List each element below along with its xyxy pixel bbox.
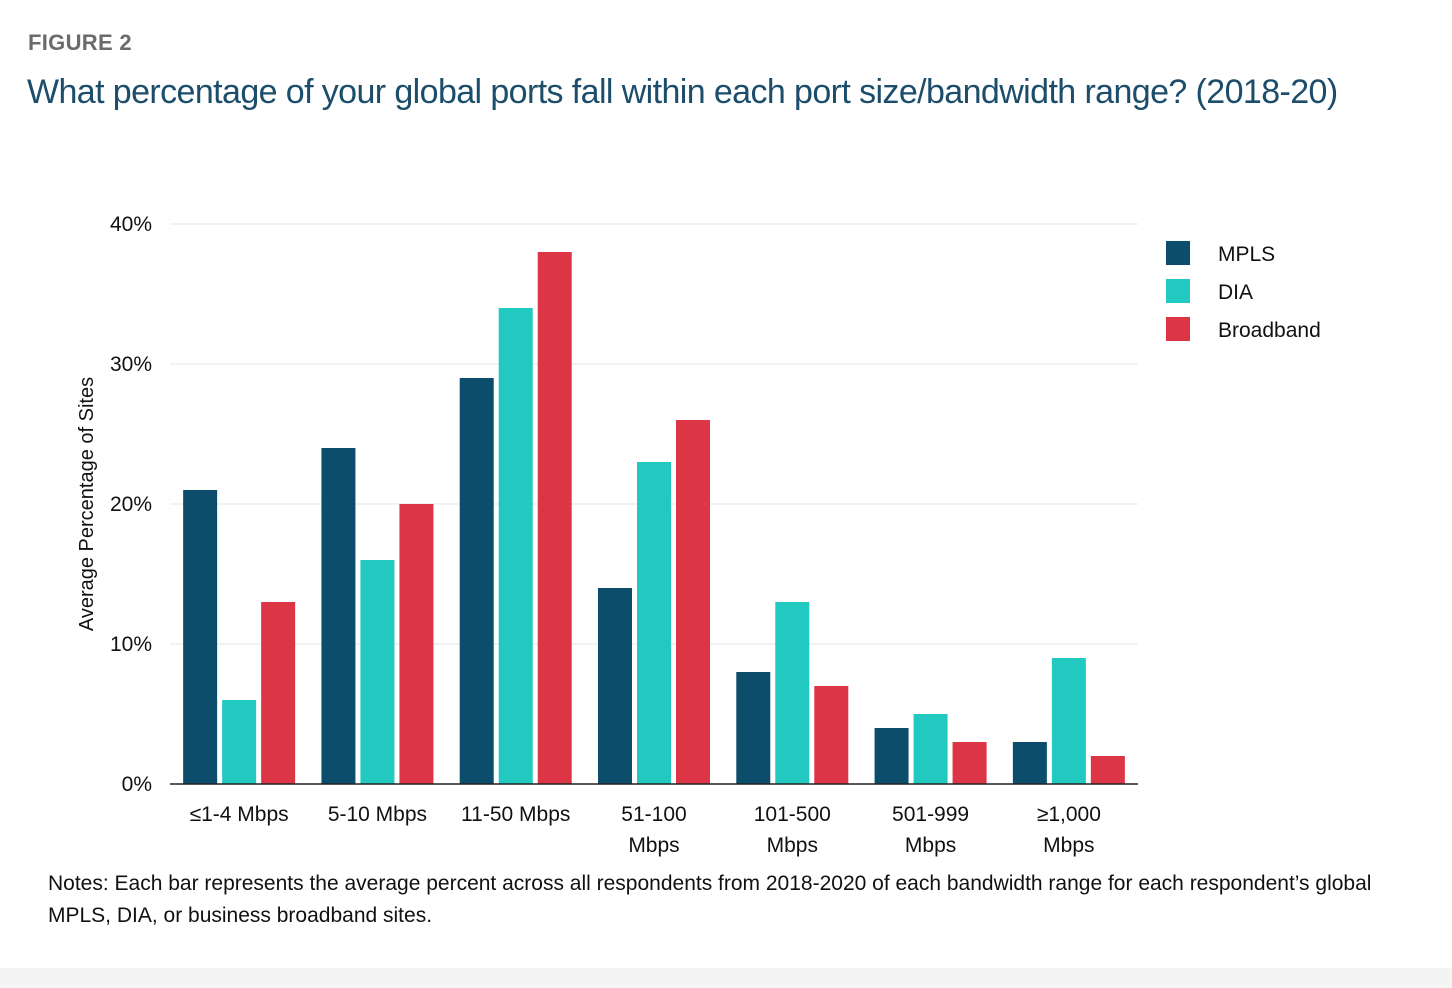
bar-mpls-2 xyxy=(459,378,494,784)
bar-mpls-4 xyxy=(736,672,771,784)
x-tick-label: 11-50 Mbps xyxy=(461,803,570,826)
x-tick-label: 101-500 xyxy=(754,803,831,826)
y-tick-label: 20% xyxy=(110,493,152,516)
bar-dia-4 xyxy=(775,602,810,784)
legend: MPLS DIA Broadband xyxy=(1166,241,1321,342)
y-tick-labels: 0% 10% 20% 30% 40% xyxy=(110,213,152,796)
bar-broadband-6 xyxy=(1090,756,1125,784)
bar-broadband-0 xyxy=(261,602,296,784)
x-tick-label: Mbps xyxy=(905,834,956,857)
x-tick-label: ≤1-4 Mbps xyxy=(190,803,289,826)
bar-mpls-6 xyxy=(1012,742,1047,784)
bar-broadband-5 xyxy=(952,742,987,784)
legend-label-mpls: MPLS xyxy=(1218,243,1275,266)
bar-broadband-1 xyxy=(399,504,434,784)
chart-title: What percentage of your global ports fal… xyxy=(27,73,1338,111)
x-tick-label: 5-10 Mbps xyxy=(328,803,427,826)
legend-label-dia: DIA xyxy=(1218,281,1253,304)
x-tick-label: 51-100 xyxy=(621,803,686,826)
x-tick-label: Mbps xyxy=(628,834,679,857)
figure-label: FIGURE 2 xyxy=(28,30,132,55)
bar-dia-0 xyxy=(222,700,257,784)
legend-swatch-dia xyxy=(1166,279,1190,303)
x-tick-label: Mbps xyxy=(1043,834,1094,857)
legend-swatch-mpls xyxy=(1166,241,1190,265)
x-tick-labels: ≤1-4 Mbps 5-10 Mbps 11-50 Mbps 51-100 Mbps 10… xyxy=(190,803,1101,857)
bar-dia-5 xyxy=(913,714,948,784)
bars xyxy=(183,252,1125,784)
bar-mpls-3 xyxy=(598,588,632,784)
bar-dia-6 xyxy=(1051,658,1086,784)
bar-broadband-3 xyxy=(676,420,710,784)
y-axis-label: Average Percentage of Sites xyxy=(76,377,98,631)
bar-chart: 0% 10% 20% 30% 40% ≤1-4 Mbps 5-10 Mbps 11-50 M… xyxy=(76,213,1321,857)
bar-dia-3 xyxy=(637,462,671,784)
legend-swatch-broadband xyxy=(1166,317,1190,341)
chart-notes: Notes: Each bar represents the average p… xyxy=(48,872,1372,927)
x-tick-label: ≥1,000 xyxy=(1037,803,1101,826)
bar-dia-2 xyxy=(498,308,533,784)
x-tick-label: Mbps xyxy=(767,834,818,857)
bar-broadband-4 xyxy=(814,686,849,784)
y-tick-label: 10% xyxy=(110,633,152,656)
legend-label-broadband: Broadband xyxy=(1218,319,1321,342)
bar-broadband-2 xyxy=(537,252,572,784)
page-bottom-band xyxy=(0,968,1452,988)
y-tick-label: 40% xyxy=(110,213,152,236)
y-tick-label: 30% xyxy=(110,353,152,376)
y-tick-label: 0% xyxy=(122,773,152,796)
bar-mpls-5 xyxy=(874,728,909,784)
bar-mpls-0 xyxy=(183,490,218,784)
bar-mpls-1 xyxy=(321,448,356,784)
x-tick-label: 501-999 xyxy=(892,803,969,826)
bar-dia-1 xyxy=(360,560,395,784)
